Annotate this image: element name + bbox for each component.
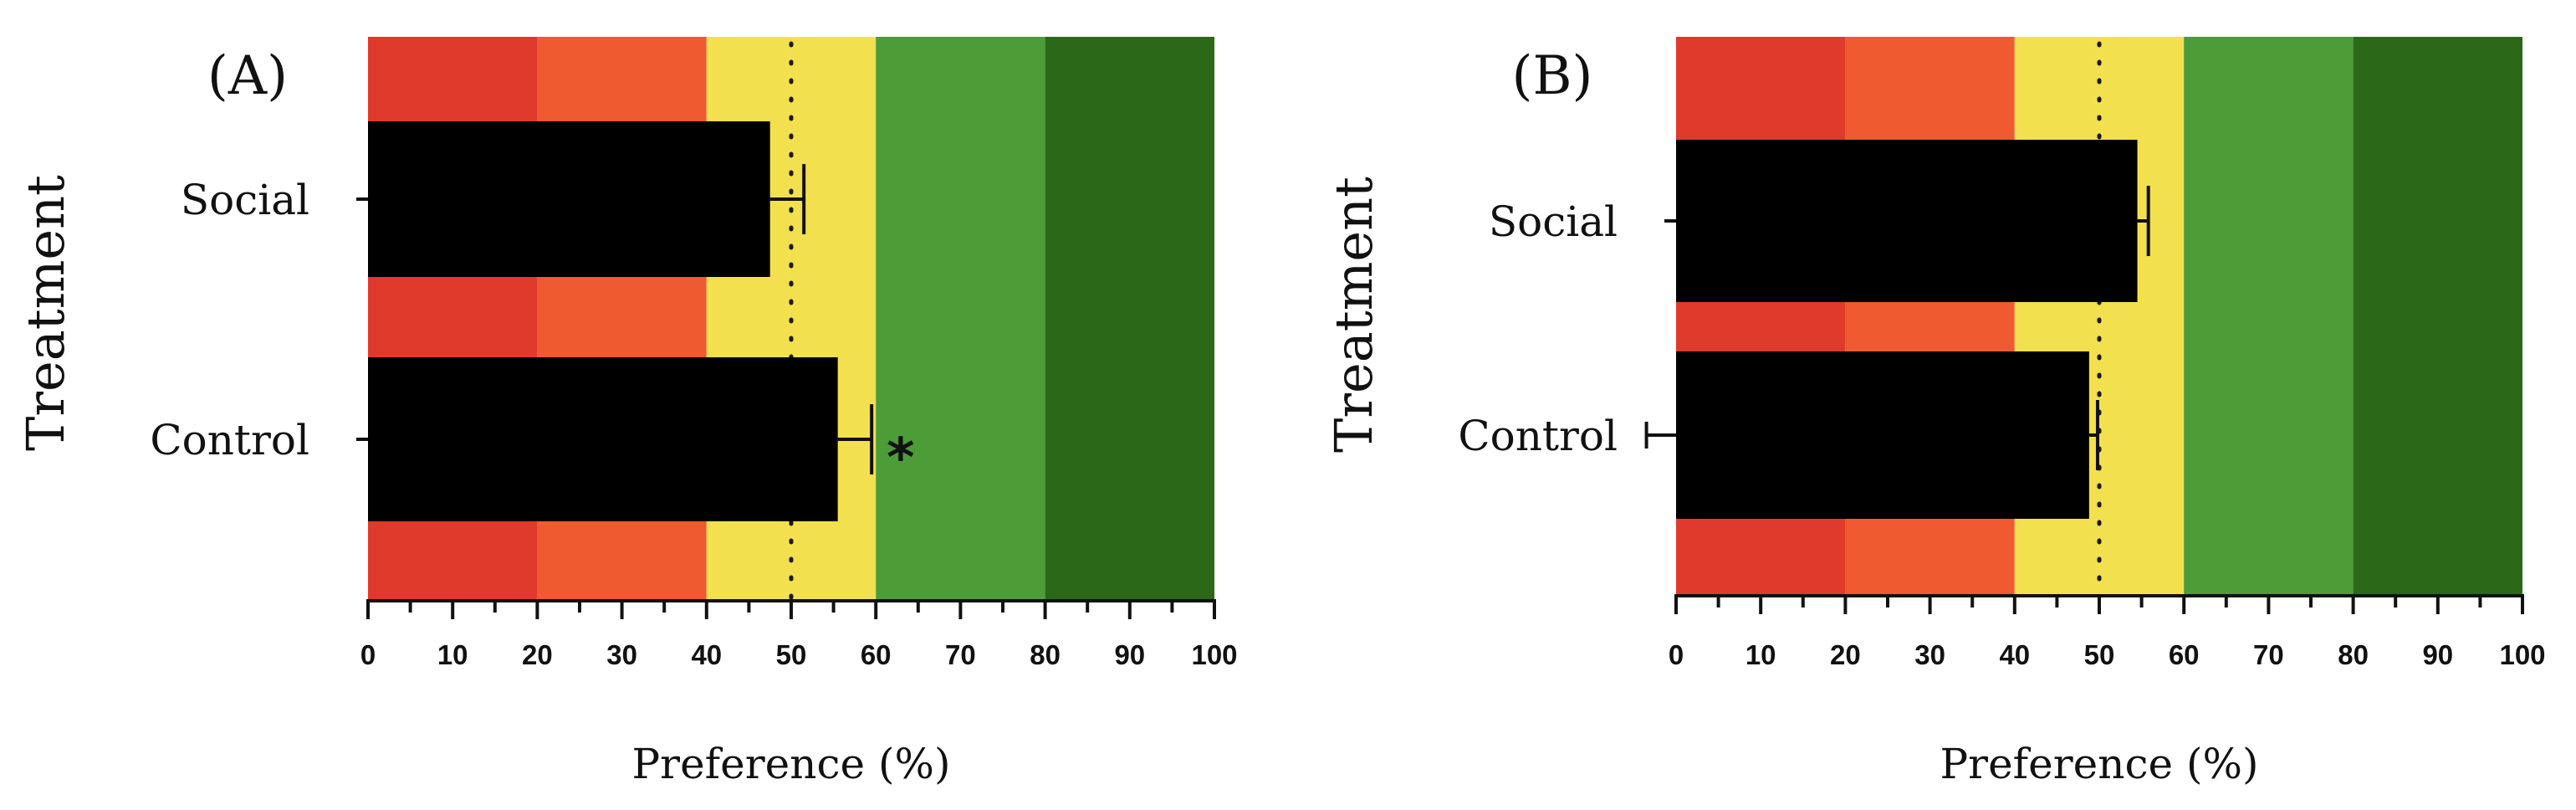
panel-a-label: (A) <box>207 45 288 107</box>
panel-b-xtick-label-80: 80 <box>2338 639 2369 670</box>
panel-b-xtick-label-10: 10 <box>1745 639 1776 670</box>
panel-b-xtick-label-100: 100 <box>2499 639 2545 670</box>
panel-a-xtick-label-20: 20 <box>522 639 553 670</box>
panel-a-y-axis-title: Treatment <box>15 175 76 451</box>
panel-b-xtick-label-0: 0 <box>1669 639 1684 670</box>
panel-b-category-label-control: Control <box>1458 412 1618 460</box>
panel-b-xtick-label-90: 90 <box>2422 639 2453 670</box>
panel-a-bar-social <box>368 121 770 277</box>
panel-a-significance-marker: * <box>887 428 914 490</box>
panel-b-category-label-social: Social <box>1489 197 1618 246</box>
panel-a-color-band-3 <box>876 37 1045 601</box>
panel-b-label: (B) <box>1512 45 1593 107</box>
panel-b-color-band-4 <box>2353 37 2522 596</box>
panel-b-xtick-label-30: 30 <box>1914 639 1945 670</box>
panel-a-category-label-social: Social <box>181 176 309 224</box>
panel-a-category-label-control: Control <box>150 416 309 464</box>
panel-a-xtick-label-30: 30 <box>606 639 637 670</box>
panel-a-xtick-label-90: 90 <box>1114 639 1145 670</box>
panel-b-xtick-label-20: 20 <box>1830 639 1861 670</box>
panel-b-xtick-label-40: 40 <box>1999 639 2030 670</box>
panel-a: Social Control * 0 10 20 30 40 50 60 70 80 90 100 Pref… <box>15 37 1238 788</box>
panel-b-xtick-label-50: 50 <box>2084 639 2115 670</box>
panel-b: Social Control 0 10 20 30 40 50 60 70 80 90 100 Prefe… <box>1323 37 2546 788</box>
panel-b-bar-control <box>1676 351 2089 519</box>
panel-b-bar-social <box>1676 140 2138 302</box>
panel-a-xtick-label-70: 70 <box>945 639 976 670</box>
panel-a-xtick-label-0: 0 <box>360 639 376 670</box>
panel-b-y-axis-title: Treatment <box>1323 177 1384 453</box>
panel-a-xtick-label-100: 100 <box>1191 639 1237 670</box>
panel-a-color-band-4 <box>1045 37 1214 601</box>
panel-b-x-axis-title: Preference (%) <box>1940 740 2259 788</box>
panel-a-xtick-label-80: 80 <box>1030 639 1061 670</box>
panel-a-xtick-label-50: 50 <box>776 639 807 670</box>
panel-b-xtick-label-60: 60 <box>2169 639 2200 670</box>
panel-b-xtick-label-70: 70 <box>2253 639 2284 670</box>
panel-a-xtick-label-10: 10 <box>437 639 468 670</box>
panel-a-xtick-label-40: 40 <box>691 639 722 670</box>
panel-b-color-band-3 <box>2184 37 2354 596</box>
panel-a-x-axis-title: Preference (%) <box>632 740 951 788</box>
panel-a-bar-control <box>368 357 838 521</box>
panel-a-xtick-label-60: 60 <box>861 639 892 670</box>
